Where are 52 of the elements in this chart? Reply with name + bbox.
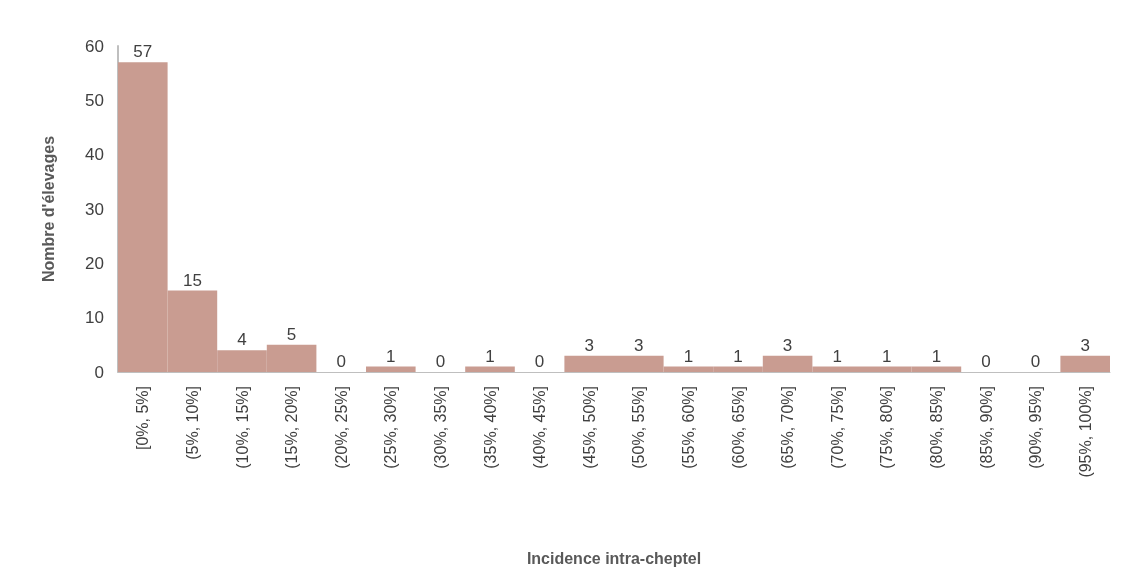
data-label: 1: [683, 346, 694, 366]
x-tick-label: (90%, 95%]: [1027, 386, 1045, 469]
x-tick-label: (80%, 85%]: [927, 386, 945, 469]
data-label: 57: [133, 42, 153, 62]
y-tick-label: 10: [85, 308, 104, 328]
y-tick-label: 30: [85, 199, 104, 219]
data-label: 1: [832, 346, 842, 366]
x-tick-label: (95%, 100%]: [1076, 386, 1094, 478]
bar: [366, 366, 416, 372]
data-label: 1: [485, 346, 495, 366]
x-tick-label: (35%, 40%]: [481, 386, 499, 469]
y-tick-label: 40: [85, 145, 104, 165]
x-tick-label: (85%, 90%]: [977, 386, 995, 469]
y-tick-label: 20: [85, 253, 104, 273]
data-label: 0: [1030, 352, 1041, 371]
x-tick-label: [0%, 5%]: [134, 386, 152, 451]
x-tick-label: (75%, 80%]: [878, 386, 896, 469]
data-label: 3: [782, 335, 793, 355]
x-tick-label: (10%, 15%]: [233, 386, 251, 469]
data-label: 0: [534, 352, 545, 371]
bar: [1060, 355, 1110, 372]
bar: [465, 366, 515, 372]
x-tick-label: (65%, 70%]: [779, 386, 797, 469]
y-tick-label: 0: [94, 362, 104, 382]
x-axis-title: Incidence intra-cheptel: [526, 549, 702, 567]
data-label: 0: [336, 352, 346, 371]
x-tick-label: (5%, 10%]: [183, 386, 201, 460]
x-tick-label: (45%, 50%]: [580, 386, 598, 469]
data-label: 15: [182, 270, 202, 290]
data-label: 4: [237, 330, 247, 350]
x-tick-label: (50%, 55%]: [630, 386, 648, 469]
data-label: 1: [733, 346, 743, 366]
x-tick-label: (40%, 45%]: [531, 386, 549, 469]
data-label: 3: [584, 335, 594, 355]
data-label: 5: [286, 324, 297, 344]
data-label: 3: [634, 335, 644, 355]
data-label: 1: [386, 346, 396, 366]
x-tick-label: (30%, 35%]: [431, 386, 449, 469]
data-label: 1: [931, 346, 942, 366]
data-label: 0: [981, 352, 991, 371]
x-tick-label: (15%, 20%]: [283, 386, 301, 469]
y-axis-title: Nombre d'élevages: [39, 135, 57, 283]
data-label: 3: [1080, 335, 1090, 355]
x-tick-label: (60%, 65%]: [729, 386, 747, 469]
data-label: 0: [435, 352, 446, 371]
y-tick-label: 50: [85, 90, 104, 110]
x-tick-label: (70%, 75%]: [828, 386, 846, 469]
x-tick-label: (20%, 25%]: [332, 386, 350, 469]
x-tick-label: (25%, 30%]: [382, 386, 400, 469]
data-label: 1: [882, 346, 892, 366]
x-tick-label: (55%, 60%]: [679, 386, 697, 469]
y-tick-label: 60: [85, 36, 104, 56]
